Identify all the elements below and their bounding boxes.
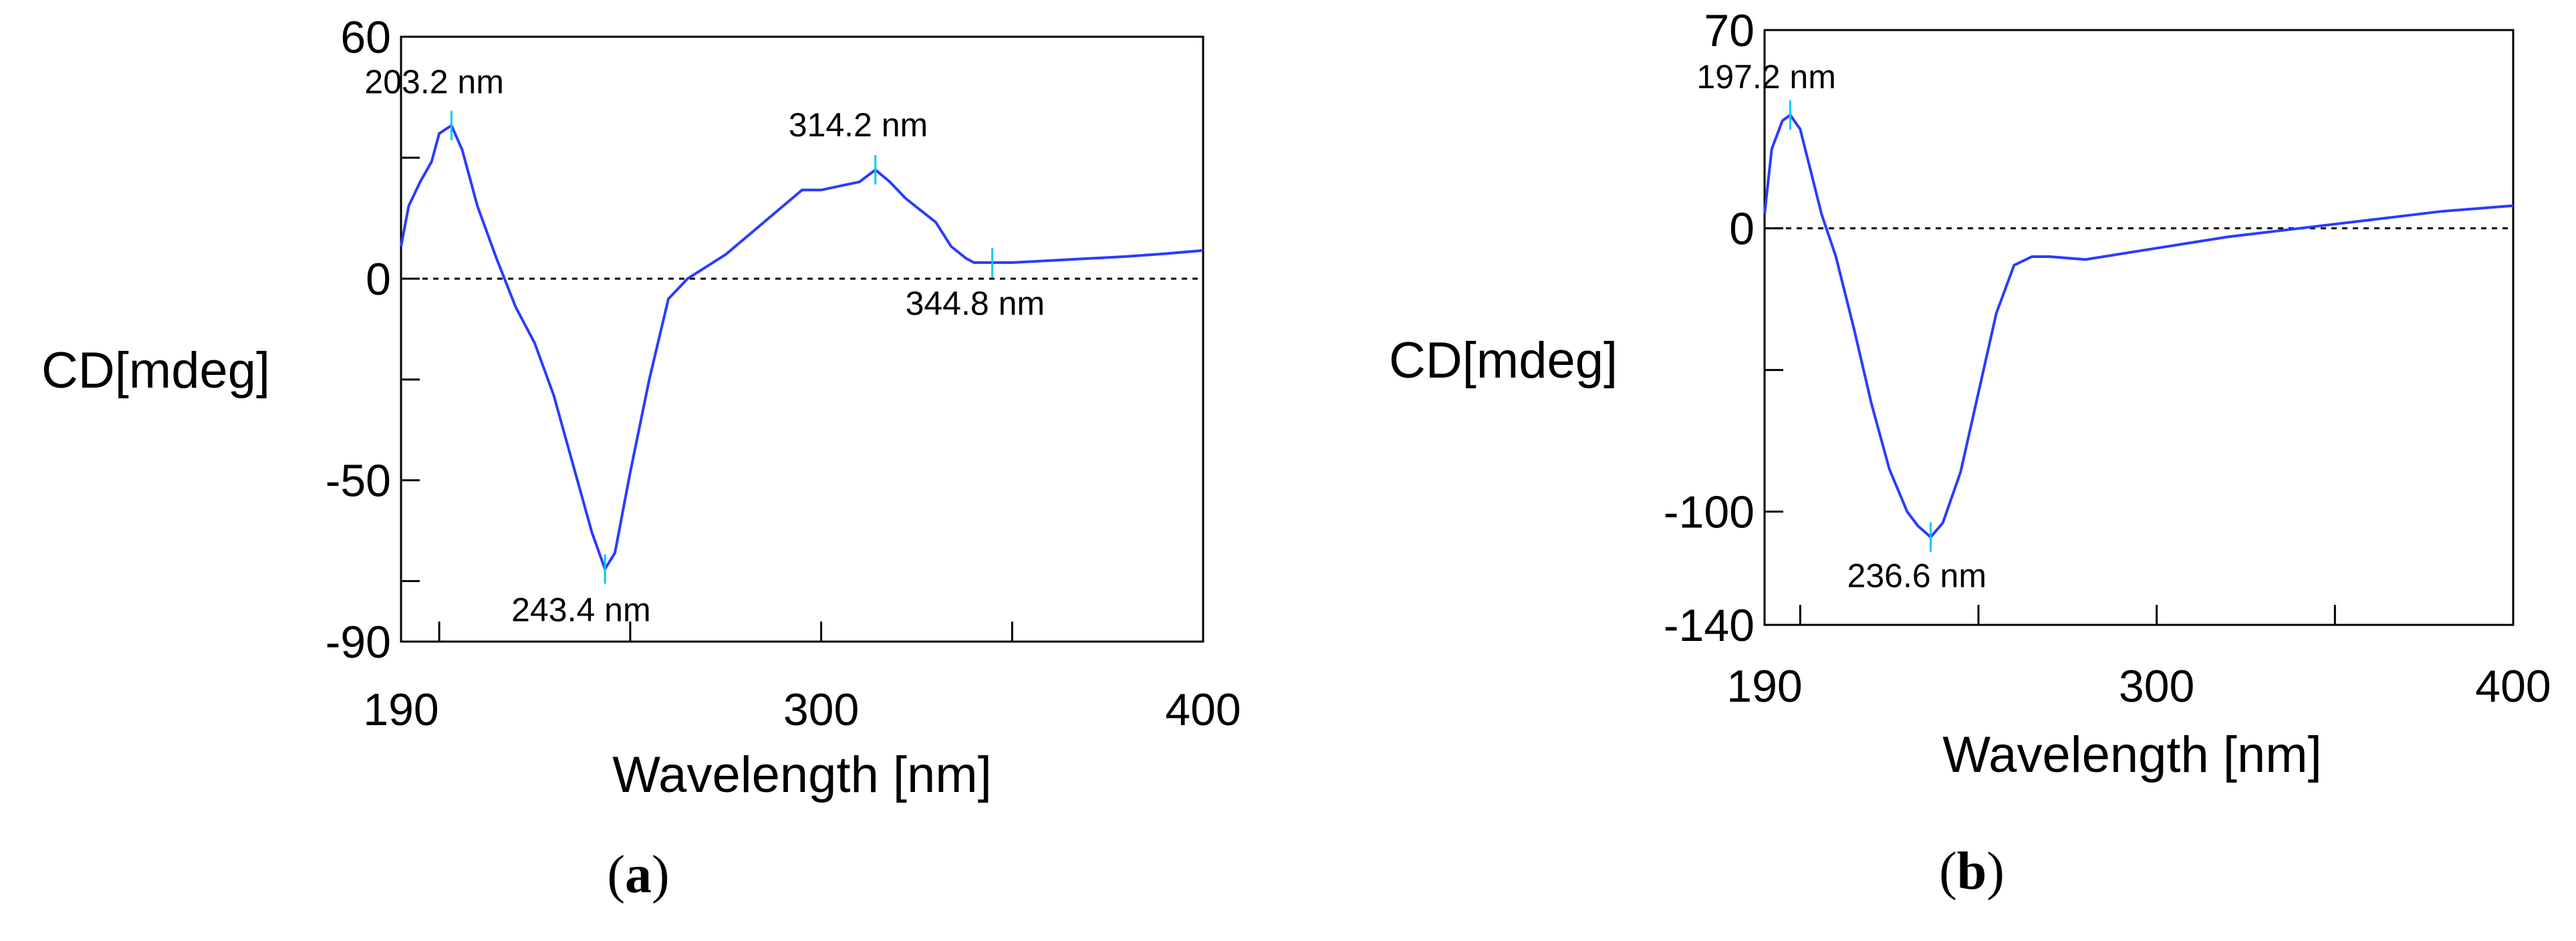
x-tick-label: 400 — [2475, 661, 2551, 712]
cd-curve — [1763, 113, 2514, 539]
panel-label-a: (a) — [607, 845, 669, 904]
peak-label: 344.8 nm — [906, 285, 1045, 322]
x-axis-label: Wavelength [nm] — [1942, 726, 2321, 783]
x-ticks: 190 300 400 — [363, 622, 1241, 735]
y-axis-label: CD[mdeg] — [1389, 332, 1618, 389]
panel-label-b-letter: b — [1957, 842, 1987, 901]
peak-label: 314.2 nm — [789, 106, 928, 144]
x-tick-label: 300 — [2119, 661, 2194, 712]
y-tick-label: -90 — [326, 617, 391, 668]
peak-label: 197.2 nm — [1696, 58, 1835, 96]
peak-label: 203.2 nm — [364, 63, 503, 101]
annotations: 197.2 nm 236.6 nm — [1696, 58, 1986, 594]
chart-panel-b: 70 0 -100 -140 190 300 400 197.2 nm 236.6 nm C… — [1389, 5, 2551, 901]
y-ticks: 60 0 -50 -90 — [326, 12, 420, 668]
x-tick-label: 400 — [1165, 684, 1241, 735]
y-tick-label: -50 — [326, 456, 391, 507]
x-tick-label: 190 — [1726, 661, 1802, 712]
peak-label: 236.6 nm — [1847, 557, 1986, 595]
y-ticks: 70 0 -100 -140 — [1664, 5, 1783, 651]
y-tick-label: 60 — [340, 12, 391, 63]
annotations: 203.2 nm 243.4 nm 314.2 nm 344.8 nm — [364, 63, 1045, 629]
y-axis-label: CD[mdeg] — [41, 342, 270, 399]
plot-frame — [1763, 29, 2515, 626]
y-tick-label: 70 — [1704, 5, 1755, 56]
chart-panel-a: 60 0 -50 -90 190 300 400 203.2 nm 243.4 nm 314.… — [41, 12, 1241, 904]
x-tick-label: 300 — [783, 684, 859, 735]
y-tick-label: -100 — [1664, 487, 1755, 537]
peak-label: 243.4 nm — [511, 591, 650, 628]
plot-frame — [400, 35, 1204, 643]
x-axis-label: Wavelength [nm] — [612, 747, 991, 803]
y-tick-label: 0 — [366, 254, 391, 305]
panel-label-b: (b) — [1939, 842, 2005, 901]
panel-label-a-letter: a — [625, 845, 652, 904]
x-ticks: 190 300 400 — [1726, 605, 2551, 712]
x-tick-label: 190 — [363, 684, 438, 735]
y-tick-label: -140 — [1664, 600, 1755, 651]
cd-curve — [400, 123, 1204, 572]
y-tick-label: 0 — [1729, 204, 1755, 255]
